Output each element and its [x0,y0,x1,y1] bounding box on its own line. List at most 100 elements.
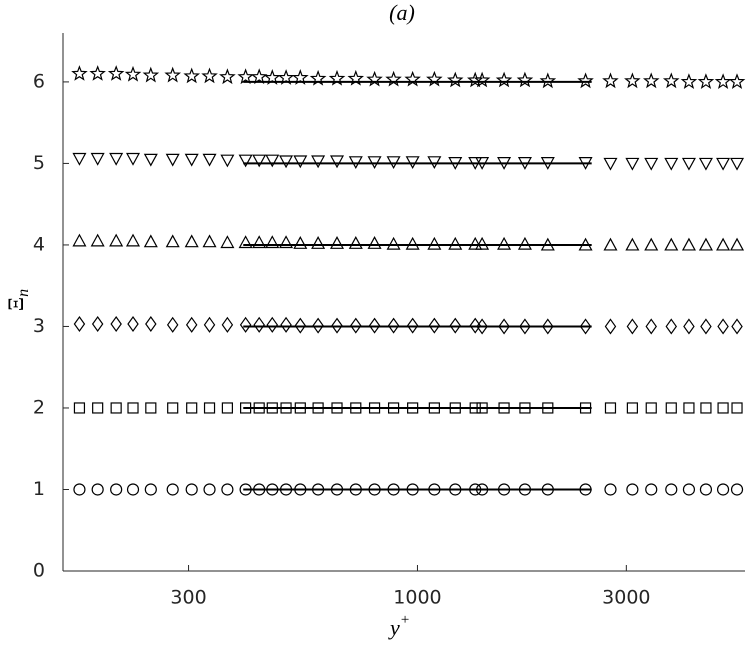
marker [166,316,179,333]
marker [428,317,441,334]
x-tick-label: 300 [170,587,206,609]
marker [626,402,638,414]
marker [127,402,139,414]
marker [145,315,157,333]
marker [350,317,362,334]
marker [716,237,731,251]
marker [730,483,744,496]
marker [279,483,293,496]
y-tick-label: 4 [33,233,45,255]
marker [203,316,216,333]
marker [469,402,481,414]
marker [124,65,142,82]
marker [71,65,88,81]
y-tick-label: 3 [33,315,45,337]
marker [125,233,141,247]
marker [519,402,531,414]
marker [698,157,713,171]
marker [239,316,252,333]
marker [698,237,713,251]
marker [728,73,746,90]
marker [312,483,325,496]
marker [127,315,139,333]
marker [680,73,698,90]
marker [448,236,463,250]
marker [664,237,679,251]
marker [252,154,267,168]
marker [386,156,401,170]
marker [185,316,198,333]
marker [331,317,343,334]
marker [143,153,158,167]
marker [72,233,87,247]
marker [604,402,617,414]
marker [142,66,160,83]
marker [427,236,442,250]
marker [517,236,532,250]
marker [624,72,641,89]
y-axis-label-subscript: n [15,289,32,297]
chart-title: (a) [389,0,415,25]
marker [368,483,381,496]
marker [202,234,217,248]
marker [72,152,87,166]
y-axis-label-main: Ξ [3,297,28,311]
marker [642,72,660,89]
marker [330,155,345,169]
marker [277,69,295,85]
marker [73,483,86,496]
marker [681,157,696,171]
x-axis-label-main: y [388,615,400,640]
marker [266,483,279,496]
marker [426,70,443,87]
marker [366,70,383,87]
marker [542,318,554,335]
marker [604,318,617,335]
marker [577,72,594,89]
marker [145,402,157,414]
marker [700,318,712,335]
marker [265,154,280,168]
marker [625,237,640,251]
marker [253,483,266,496]
marker [266,316,279,333]
marker [578,237,593,251]
marker [468,236,483,250]
marker [263,69,281,85]
marker [73,402,86,414]
marker [626,318,639,335]
marker [731,402,743,414]
marker [700,402,712,414]
marker [717,318,729,335]
marker [578,157,593,170]
marker [165,234,180,248]
marker [253,316,265,333]
y-axis-label: Ξn [3,289,32,311]
marker [237,68,254,85]
marker [644,157,659,171]
marker [604,483,617,496]
marker [644,237,659,251]
marker [498,318,510,335]
marker [220,235,235,249]
marker [645,318,657,335]
marker [165,153,180,167]
marker [516,71,534,88]
marker [347,69,365,86]
marker [349,483,362,496]
marker [265,235,280,249]
marker [126,483,140,496]
marker [518,483,532,496]
marker [280,316,292,333]
marker [73,315,86,333]
marker [110,483,123,496]
marker [164,66,182,83]
marker [368,402,381,414]
marker [252,235,267,249]
marker [309,69,327,86]
marker [683,318,695,335]
marker [542,402,554,414]
marker [468,157,483,170]
marker [239,483,252,496]
marker [166,483,179,496]
